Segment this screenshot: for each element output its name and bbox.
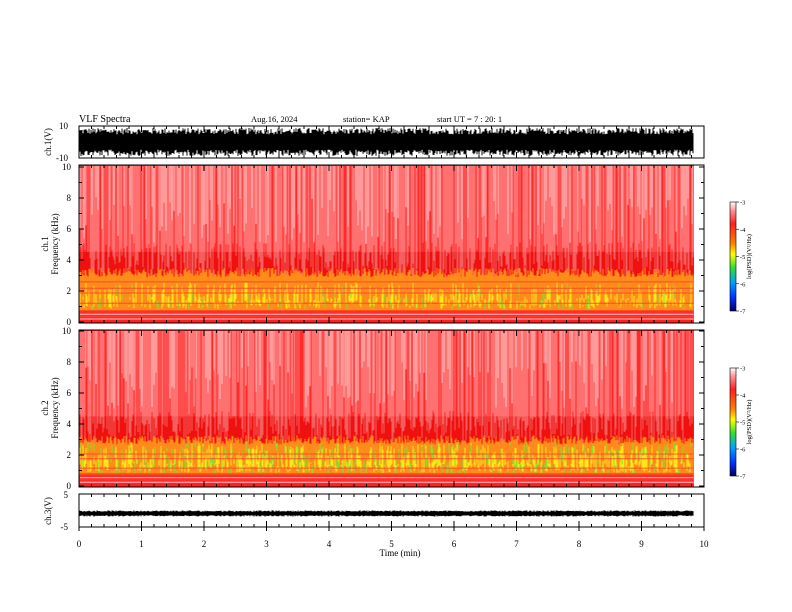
colorbar-gradient	[729, 201, 737, 312]
x-tick-label: 0	[77, 539, 82, 549]
ch2-colorbar: -3 -4 -5 -6 -7 log(PSD)(V²/Hz)	[729, 366, 753, 481]
colorbar-tick-label: -4	[740, 393, 746, 400]
colorbar-tick-label: -4	[740, 227, 746, 234]
y-tick-label: 4	[67, 419, 72, 429]
x-tick-label: 6	[452, 539, 457, 549]
ch1-colorbar: -3 -4 -5 -6 -7 log(PSD)(V²/Hz)	[729, 200, 753, 316]
ch1-spectrogram-heatmap	[79, 165, 694, 323]
spectrogram-speckle	[85, 331, 673, 409]
ch1-ytick-top: 10	[59, 121, 69, 131]
ch1-spectrogram-ylabel-channel: ch.1	[40, 236, 50, 251]
y-tick-label: 8	[67, 193, 72, 203]
ch3-ytick-bottom: -5	[61, 522, 69, 532]
x-tick-label: 4	[327, 539, 332, 549]
colorbar-tick-label: -3	[740, 366, 745, 373]
y-tick-label: 10	[62, 326, 72, 336]
ch1-spectrogram-ylabel-frequency: Frequency (kHz)	[50, 213, 60, 274]
ch1-waveform-panel: 10 -10 ch.1(V)	[43, 121, 705, 163]
colorbar-gradient	[729, 367, 737, 477]
colorbar-tick-label: -5	[740, 420, 745, 427]
x-axis-label: Time (min)	[380, 548, 421, 558]
y-tick-label: 2	[67, 286, 72, 296]
ch1-ytick-bottom: -10	[56, 153, 68, 163]
ch3-ytick-top: 5	[64, 490, 69, 500]
ch2-spectrogram-ylabel-channel: ch.2	[40, 400, 50, 415]
colorbar-tick-label: -7	[740, 309, 746, 316]
x-tick-label: 7	[514, 539, 519, 549]
spectrogram-bottom	[79, 319, 694, 323]
x-tick-label: 10	[700, 539, 710, 549]
ch1-spectrogram-panel: 10 8 6 4 2 0 ch.1 Frequency (kHz)	[40, 162, 705, 327]
date-label: Aug.16, 2024	[251, 114, 298, 124]
x-tick-label: 8	[577, 539, 582, 549]
y-tick-label: 4	[67, 255, 72, 265]
ch3-waveform-ylabel: ch.3(V)	[43, 497, 53, 525]
colorbar-label: log(PSD)(V²/Hz)	[746, 400, 753, 445]
spectrogram-bottom	[79, 483, 694, 487]
x-tick-label: 2	[202, 539, 207, 549]
spectrogram-speckle	[79, 331, 693, 447]
y-tick-label: 0	[67, 481, 72, 491]
figure-title: VLF Spectra	[79, 114, 131, 125]
station-label: station= KAP	[343, 114, 390, 124]
ch3-waveform-line	[79, 510, 694, 517]
x-tick-label: 9	[639, 539, 644, 549]
ch2-spectrogram-ylabel-frequency: Frequency (kHz)	[50, 377, 60, 438]
ch1-waveform-line	[79, 128, 694, 156]
y-tick-label: 6	[67, 224, 72, 234]
ch1-waveform-ylabel: ch.1(V)	[43, 128, 53, 156]
x-tick-label: 5	[389, 539, 394, 549]
ch3-waveform-panel: 5 -5 ch.3(V)	[43, 490, 705, 532]
y-tick-label: 2	[67, 450, 72, 460]
x-tick-label: 3	[264, 539, 269, 549]
y-tick-label: 0	[67, 317, 72, 327]
spectrogram-green-band	[80, 441, 692, 473]
colorbar-label: log(PSD)(V²/Hz)	[746, 234, 753, 279]
colorbar-tick-label: -7	[740, 474, 746, 481]
ch2-spectrogram-heatmap	[79, 330, 694, 487]
colorbar-tick-label: -3	[740, 200, 745, 207]
start-time-label: start UT = 7 : 20: 1	[437, 114, 502, 124]
y-tick-label: 10	[62, 162, 72, 172]
ch1-waveform-trace	[79, 128, 694, 156]
ch3-waveform-trace	[79, 510, 694, 517]
colorbar-tick-label: -6	[740, 281, 746, 288]
x-tick-label: 1	[139, 539, 144, 549]
colorbar-tick-label: -5	[740, 254, 745, 261]
ch2-spectrogram-panel: 10 8 6 4 2 0 ch.2 Frequency (kHz)	[40, 326, 705, 491]
colorbar-tick-label: -6	[740, 447, 746, 454]
y-tick-label: 6	[67, 388, 72, 398]
y-tick-label: 8	[67, 357, 72, 367]
